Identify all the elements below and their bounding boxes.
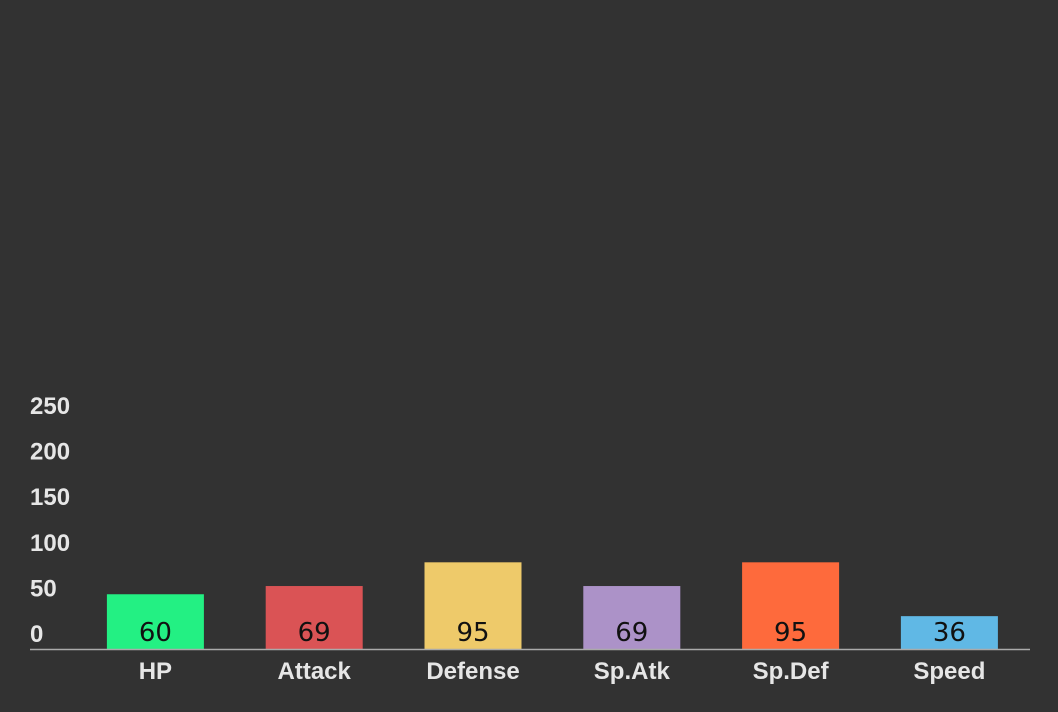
y-tick-label: 100: [30, 530, 70, 557]
x-tick-label: Speed: [913, 658, 985, 685]
y-tick-label: 0: [30, 621, 43, 648]
y-tick-label: 150: [30, 484, 70, 511]
bar-value-label: 69: [615, 618, 648, 648]
y-axis: 0 50 100 150 200 250: [30, 393, 70, 648]
y-tick-label: 200: [30, 439, 70, 466]
x-tick-label: Defense: [426, 658, 519, 685]
bar-value-label: 95: [456, 618, 489, 648]
x-tick-label: Attack: [278, 658, 352, 685]
y-tick-label: 250: [30, 393, 70, 420]
bar-speed: [900, 616, 998, 649]
bar-hp: [106, 594, 204, 649]
bar-value-label: 36: [933, 618, 966, 648]
bar-attack: [265, 586, 363, 649]
bar-value-label: 60: [139, 618, 172, 648]
bar-defense: [424, 562, 522, 649]
x-tick-label: Sp.Atk: [594, 658, 671, 685]
y-tick-label: 50: [30, 575, 57, 602]
bar-sp-atk: [583, 586, 681, 649]
bar-sp-def: [742, 562, 840, 649]
bar-value-label: 95: [774, 618, 807, 648]
bars-group: 60 69 95 69 95 36: [106, 562, 998, 649]
x-axis: HP Attack Defense Sp.Atk Sp.Def Speed: [139, 658, 986, 685]
x-tick-label: Sp.Def: [753, 658, 830, 685]
x-tick-label: HP: [139, 658, 172, 685]
bar-value-label: 69: [298, 618, 331, 648]
